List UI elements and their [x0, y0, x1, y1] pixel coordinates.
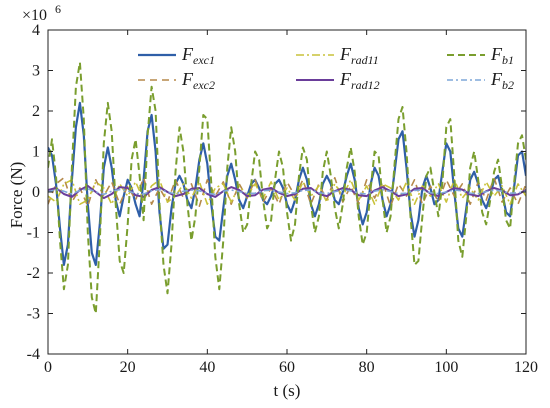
- y-tick-label: 2: [32, 103, 40, 120]
- x-tick-label: 100: [434, 359, 458, 376]
- x-tick-label: 60: [279, 359, 295, 376]
- y-scale-multiplier: ×10: [22, 7, 47, 24]
- legend-subscript-exc1: exc1: [193, 53, 215, 67]
- legend-label-rad11: F: [339, 44, 352, 64]
- series-line-rad11: [48, 179, 526, 205]
- legend-label-b1: F: [490, 44, 503, 64]
- y-tick-label: 4: [32, 22, 40, 39]
- y-tick-label: 1: [32, 144, 40, 161]
- y-axis-label: Force (N): [7, 162, 26, 229]
- legend-label-exc2: F: [181, 69, 194, 89]
- legend-subscript-rad11: rad11: [351, 53, 379, 67]
- y-tick-label: 3: [32, 63, 40, 80]
- x-tick-label: 0: [44, 359, 52, 376]
- y-tick-label: -3: [27, 306, 40, 323]
- legend-subscript-b1: b1: [502, 53, 514, 67]
- y-scale-exponent: 6: [55, 2, 61, 16]
- legend-label-b2: F: [490, 69, 503, 89]
- legend-subscript-b2: b2: [502, 78, 514, 92]
- y-tick-label: 0: [32, 184, 40, 201]
- y-tick-label: -1: [27, 225, 40, 242]
- x-tick-label: 20: [120, 359, 136, 376]
- x-tick-label: 80: [359, 359, 375, 376]
- legend-label-rad12: F: [339, 69, 352, 89]
- legend-label-exc1: F: [181, 44, 194, 64]
- y-tick-label: -4: [27, 346, 40, 363]
- x-tick-label: 120: [514, 359, 538, 376]
- series-layer: [48, 61, 526, 315]
- series-line-b1: [48, 61, 526, 315]
- x-tick-label: 40: [199, 359, 215, 376]
- y-tick-label: -2: [27, 265, 40, 282]
- axis-ticks: 0 20 40 60 80 100 120 -4 -3 -2 -1 0 1 2 3 4: [27, 22, 538, 376]
- x-axis-label: t (s): [274, 381, 301, 400]
- legend-subscript-exc2: exc2: [193, 78, 215, 92]
- legend-subscript-rad12: rad12: [351, 78, 380, 92]
- series-line-b2: [48, 188, 526, 196]
